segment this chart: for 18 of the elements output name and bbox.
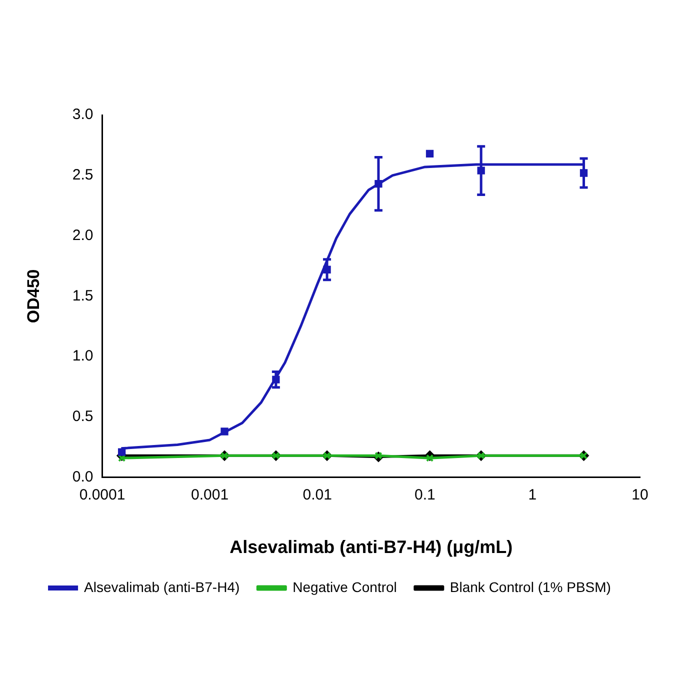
x-tick-label: 0.01 xyxy=(302,486,332,504)
y-axis-title: OD450 xyxy=(24,269,43,324)
legend-label: Negative Control xyxy=(292,578,397,595)
x-tick-label: 10 xyxy=(632,486,648,504)
y-tick-label: 2.0 xyxy=(72,226,94,244)
x-tick-label: 0.1 xyxy=(414,486,436,504)
x-tick-label: 1 xyxy=(528,486,537,504)
x-tick-label: 0.001 xyxy=(191,486,229,504)
legend-label: Blank Control (1% PBSM) xyxy=(450,578,611,595)
y-tick-label: 3.0 xyxy=(72,106,94,124)
legend-label: Alsevalimab (anti-B7-H4) xyxy=(84,578,240,595)
y-tick-label: 0.5 xyxy=(72,408,94,426)
y-tick-label: 0.0 xyxy=(72,468,94,486)
y-tick-label: 1.0 xyxy=(72,348,94,365)
y-tick-label: 1.5 xyxy=(72,287,94,304)
x-tick-label: 0.0001 xyxy=(79,486,126,504)
x-axis-title: Alsevalimab (anti-B7-H4) (μg/mL) xyxy=(230,537,513,558)
y-tick-label: 2.5 xyxy=(72,166,94,184)
